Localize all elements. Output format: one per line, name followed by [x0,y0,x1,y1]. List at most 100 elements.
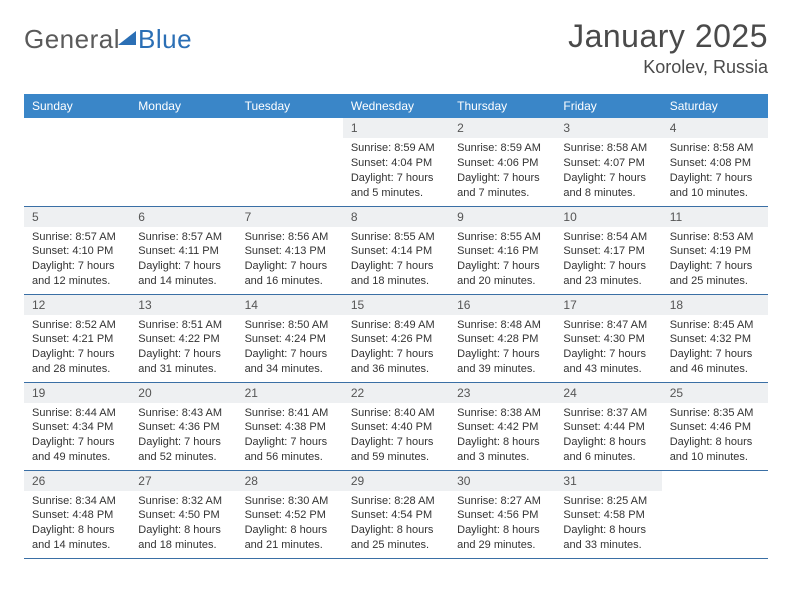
sunset-text: Sunset: 4:32 PM [670,332,760,347]
sunset-text: Sunset: 4:52 PM [245,508,335,523]
day-detail: Sunrise: 8:44 AMSunset: 4:34 PMDaylight:… [24,403,130,469]
sunrise-text: Sunrise: 8:40 AM [351,406,441,421]
weekday-header: Wednesday [343,94,449,118]
calendar-cell: 3Sunrise: 8:58 AMSunset: 4:07 PMDaylight… [555,118,661,206]
day-number: 31 [555,471,661,491]
sunrise-text: Sunrise: 8:55 AM [351,230,441,245]
sunset-text: Sunset: 4:42 PM [457,420,547,435]
daylight-text: Daylight: 7 hours and 34 minutes. [245,347,335,377]
sunrise-text: Sunrise: 8:38 AM [457,406,547,421]
sunset-text: Sunset: 4:24 PM [245,332,335,347]
day-detail: Sunrise: 8:41 AMSunset: 4:38 PMDaylight:… [237,403,343,469]
sunrise-text: Sunrise: 8:59 AM [457,141,547,156]
day-detail: Sunrise: 8:59 AMSunset: 4:04 PMDaylight:… [343,138,449,204]
sunset-text: Sunset: 4:19 PM [670,244,760,259]
day-number: 19 [24,383,130,403]
sunset-text: Sunset: 4:48 PM [32,508,122,523]
day-number: 20 [130,383,236,403]
day-detail: Sunrise: 8:52 AMSunset: 4:21 PMDaylight:… [24,315,130,381]
day-number: 9 [449,207,555,227]
sunrise-text: Sunrise: 8:57 AM [138,230,228,245]
weekday-row: SundayMondayTuesdayWednesdayThursdayFrid… [24,94,768,118]
day-number: 22 [343,383,449,403]
daylight-text: Daylight: 7 hours and 49 minutes. [32,435,122,465]
day-number: 28 [237,471,343,491]
sunrise-text: Sunrise: 8:58 AM [670,141,760,156]
calendar-cell: 11Sunrise: 8:53 AMSunset: 4:19 PMDayligh… [662,206,768,294]
day-number: 12 [24,295,130,315]
day-detail: Sunrise: 8:28 AMSunset: 4:54 PMDaylight:… [343,491,449,557]
day-detail: Sunrise: 8:32 AMSunset: 4:50 PMDaylight:… [130,491,236,557]
daylight-text: Daylight: 8 hours and 18 minutes. [138,523,228,553]
sail-icon [118,31,136,45]
sunrise-text: Sunrise: 8:58 AM [563,141,653,156]
day-detail: Sunrise: 8:51 AMSunset: 4:22 PMDaylight:… [130,315,236,381]
calendar-cell: 28Sunrise: 8:30 AMSunset: 4:52 PMDayligh… [237,470,343,558]
sunset-text: Sunset: 4:50 PM [138,508,228,523]
day-number: 17 [555,295,661,315]
calendar-cell: 1Sunrise: 8:59 AMSunset: 4:04 PMDaylight… [343,118,449,206]
sunrise-text: Sunrise: 8:25 AM [563,494,653,509]
day-detail: Sunrise: 8:35 AMSunset: 4:46 PMDaylight:… [662,403,768,469]
sunrise-text: Sunrise: 8:57 AM [32,230,122,245]
sunrise-text: Sunrise: 8:55 AM [457,230,547,245]
day-detail: Sunrise: 8:45 AMSunset: 4:32 PMDaylight:… [662,315,768,381]
sunrise-text: Sunrise: 8:30 AM [245,494,335,509]
sunset-text: Sunset: 4:13 PM [245,244,335,259]
day-detail: Sunrise: 8:57 AMSunset: 4:11 PMDaylight:… [130,227,236,293]
day-number: 30 [449,471,555,491]
calendar-cell: 26Sunrise: 8:34 AMSunset: 4:48 PMDayligh… [24,470,130,558]
calendar-cell: 21Sunrise: 8:41 AMSunset: 4:38 PMDayligh… [237,382,343,470]
daylight-text: Daylight: 7 hours and 46 minutes. [670,347,760,377]
day-detail: Sunrise: 8:48 AMSunset: 4:28 PMDaylight:… [449,315,555,381]
sunset-text: Sunset: 4:36 PM [138,420,228,435]
sunset-text: Sunset: 4:17 PM [563,244,653,259]
calendar-head: SundayMondayTuesdayWednesdayThursdayFrid… [24,94,768,118]
day-detail: Sunrise: 8:43 AMSunset: 4:36 PMDaylight:… [130,403,236,469]
calendar-cell: 23Sunrise: 8:38 AMSunset: 4:42 PMDayligh… [449,382,555,470]
sunset-text: Sunset: 4:46 PM [670,420,760,435]
day-detail: Sunrise: 8:58 AMSunset: 4:07 PMDaylight:… [555,138,661,204]
calendar-cell [24,118,130,206]
calendar-cell: 25Sunrise: 8:35 AMSunset: 4:46 PMDayligh… [662,382,768,470]
sunset-text: Sunset: 4:58 PM [563,508,653,523]
daylight-text: Daylight: 7 hours and 8 minutes. [563,171,653,201]
daylight-text: Daylight: 7 hours and 16 minutes. [245,259,335,289]
calendar-cell: 14Sunrise: 8:50 AMSunset: 4:24 PMDayligh… [237,294,343,382]
weekday-header: Monday [130,94,236,118]
day-number: 10 [555,207,661,227]
page-header: General Blue January 2025 Korolev, Russi… [24,18,768,78]
day-detail: Sunrise: 8:25 AMSunset: 4:58 PMDaylight:… [555,491,661,557]
weekday-header: Friday [555,94,661,118]
sunrise-text: Sunrise: 8:49 AM [351,318,441,333]
calendar-row: 19Sunrise: 8:44 AMSunset: 4:34 PMDayligh… [24,382,768,470]
daylight-text: Daylight: 7 hours and 56 minutes. [245,435,335,465]
calendar-body: 1Sunrise: 8:59 AMSunset: 4:04 PMDaylight… [24,118,768,558]
day-detail: Sunrise: 8:37 AMSunset: 4:44 PMDaylight:… [555,403,661,469]
calendar-cell [130,118,236,206]
calendar-cell: 20Sunrise: 8:43 AMSunset: 4:36 PMDayligh… [130,382,236,470]
calendar-cell: 19Sunrise: 8:44 AMSunset: 4:34 PMDayligh… [24,382,130,470]
brand-part2: Blue [138,24,192,55]
day-number: 5 [24,207,130,227]
calendar-row: 12Sunrise: 8:52 AMSunset: 4:21 PMDayligh… [24,294,768,382]
daylight-text: Daylight: 7 hours and 39 minutes. [457,347,547,377]
calendar-cell: 6Sunrise: 8:57 AMSunset: 4:11 PMDaylight… [130,206,236,294]
month-title: January 2025 [568,18,768,55]
sunrise-text: Sunrise: 8:47 AM [563,318,653,333]
sunset-text: Sunset: 4:44 PM [563,420,653,435]
day-detail: Sunrise: 8:59 AMSunset: 4:06 PMDaylight:… [449,138,555,204]
day-detail: Sunrise: 8:55 AMSunset: 4:14 PMDaylight:… [343,227,449,293]
sunset-text: Sunset: 4:08 PM [670,156,760,171]
calendar-cell: 10Sunrise: 8:54 AMSunset: 4:17 PMDayligh… [555,206,661,294]
calendar-cell: 13Sunrise: 8:51 AMSunset: 4:22 PMDayligh… [130,294,236,382]
daylight-text: Daylight: 8 hours and 29 minutes. [457,523,547,553]
calendar-cell: 24Sunrise: 8:37 AMSunset: 4:44 PMDayligh… [555,382,661,470]
sunrise-text: Sunrise: 8:52 AM [32,318,122,333]
weekday-header: Sunday [24,94,130,118]
daylight-text: Daylight: 7 hours and 5 minutes. [351,171,441,201]
day-number: 1 [343,118,449,138]
calendar-cell: 4Sunrise: 8:58 AMSunset: 4:08 PMDaylight… [662,118,768,206]
daylight-text: Daylight: 7 hours and 52 minutes. [138,435,228,465]
sunset-text: Sunset: 4:28 PM [457,332,547,347]
